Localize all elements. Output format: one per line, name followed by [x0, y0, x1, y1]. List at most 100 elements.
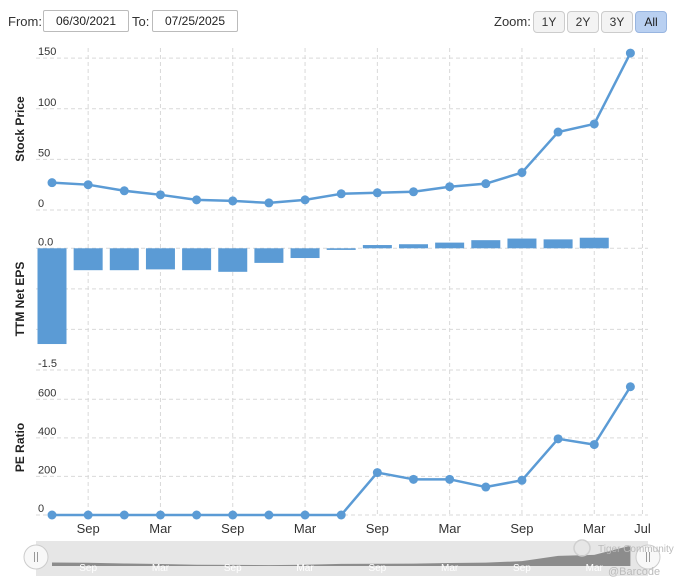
- price-point: [372, 188, 382, 198]
- price-point: [517, 168, 527, 178]
- price-point: [300, 195, 310, 205]
- navigator-tick-label: Mar: [586, 563, 604, 574]
- navigator-tick-label: Sep: [513, 563, 531, 574]
- zoom-all-button[interactable]: All: [635, 11, 667, 33]
- price-point: [192, 195, 202, 205]
- eps-bar: [399, 244, 428, 249]
- navigator-tick-label: Mar: [296, 563, 314, 574]
- eps-bar: [145, 248, 175, 270]
- eps-bar: [362, 245, 392, 249]
- pe-point: [409, 474, 418, 484]
- handle-knob: [635, 544, 661, 570]
- eps-bar: [254, 248, 284, 263]
- y-axis-title: Stock Price: [13, 96, 27, 162]
- to-date-input[interactable]: 07/25/2025: [152, 10, 238, 32]
- pe-point: [589, 440, 599, 450]
- price-point: [445, 182, 455, 192]
- y-tick-label: 0: [38, 198, 44, 210]
- y-tick-label: 50: [38, 147, 50, 159]
- pe-point: [192, 510, 202, 520]
- pe-point: [336, 510, 346, 520]
- navigator-right-handle[interactable]: [635, 544, 661, 570]
- navigator-tick-label: Mar: [441, 563, 459, 574]
- x-tick-label: Mar: [149, 521, 172, 536]
- pe-point: [155, 510, 165, 520]
- price-point: [264, 198, 274, 208]
- eps-bar: [471, 240, 501, 249]
- price-point: [155, 190, 165, 200]
- y-tick-label: 150: [38, 46, 56, 58]
- pe-point: [47, 510, 57, 520]
- navigator-area: [52, 545, 631, 566]
- pe-point: [83, 510, 93, 520]
- eps-bar: [435, 242, 465, 249]
- eps-bar: [507, 238, 537, 249]
- pe-point: [445, 474, 455, 484]
- x-tick-label: Mar: [583, 521, 606, 536]
- pe-point: [119, 510, 129, 520]
- price-point: [336, 189, 346, 199]
- y-tick-label: 100: [38, 97, 56, 109]
- watermark-community: Tiger Community: [598, 544, 674, 555]
- pe-point: [625, 382, 635, 392]
- x-tick-label: Sep: [221, 521, 244, 536]
- navigator-tick-label: Sep: [79, 563, 97, 574]
- eps-bar: [326, 248, 356, 250]
- price-point: [228, 196, 238, 206]
- price-point: [83, 180, 93, 190]
- pe-point: [264, 510, 274, 520]
- pe-line: [52, 386, 632, 517]
- eps-bar: [182, 248, 212, 271]
- price-point: [47, 178, 57, 188]
- navigator-tick-label: Mar: [152, 563, 170, 574]
- price-point: [625, 48, 635, 58]
- y-tick-label: 0: [38, 503, 44, 515]
- eps-bar: [37, 248, 67, 345]
- navigator-left-handle[interactable]: [23, 544, 49, 570]
- eps-bar: [290, 248, 320, 259]
- zoom-2y-button[interactable]: 2Y: [567, 11, 599, 33]
- from-date-input[interactable]: 06/30/2021: [43, 10, 129, 32]
- y-tick-label: 400: [38, 426, 56, 438]
- y-tick-label: -1.5: [38, 358, 57, 370]
- y-tick-label: 600: [38, 387, 56, 399]
- eps-bar: [543, 239, 573, 249]
- eps-bar: [109, 248, 139, 271]
- price-line: [51, 52, 632, 205]
- y-tick-label: 200: [38, 464, 56, 476]
- pe-point: [300, 510, 310, 520]
- zoom-label: Zoom:: [494, 14, 531, 29]
- handle-knob: [23, 544, 49, 570]
- watermark-logo-icon: [573, 539, 591, 557]
- price-point: [409, 187, 418, 197]
- price-point: [589, 119, 599, 129]
- x-tick-label: Mar: [294, 521, 317, 536]
- pe-point: [553, 434, 563, 444]
- x-tick-label: Sep: [77, 521, 100, 536]
- zoom-1y-button[interactable]: 1Y: [533, 11, 565, 33]
- eps-bar: [579, 237, 609, 249]
- price-point: [119, 186, 129, 196]
- from-label: From:: [8, 14, 42, 29]
- y-tick-label: 0.0: [38, 236, 53, 248]
- eps-bar: [218, 248, 248, 272]
- x-tick-label: Mar: [438, 521, 461, 536]
- eps-bar: [73, 248, 103, 271]
- range-toolbar: From: 06/30/2021 To: 07/25/2025 Zoom: 1Y…: [0, 8, 680, 34]
- y-axis-title: PE Ratio: [13, 423, 27, 472]
- navigator-tick-label: Sep: [368, 563, 386, 574]
- price-point: [481, 179, 491, 189]
- x-tick-label: Sep: [366, 521, 389, 536]
- watermark-handle: @Barcode: [608, 566, 661, 578]
- x-tick-label: Sep: [510, 521, 533, 536]
- y-axis-title: TTM Net EPS: [13, 262, 27, 337]
- pe-point: [228, 510, 238, 520]
- zoom-3y-button[interactable]: 3Y: [601, 11, 633, 33]
- range-navigator: [36, 541, 648, 576]
- x-tick-label: Jul: [634, 521, 651, 536]
- price-point: [553, 127, 563, 137]
- navigator-tick-label: Sep: [224, 563, 242, 574]
- to-label: To:: [132, 14, 150, 29]
- pe-point: [481, 482, 491, 492]
